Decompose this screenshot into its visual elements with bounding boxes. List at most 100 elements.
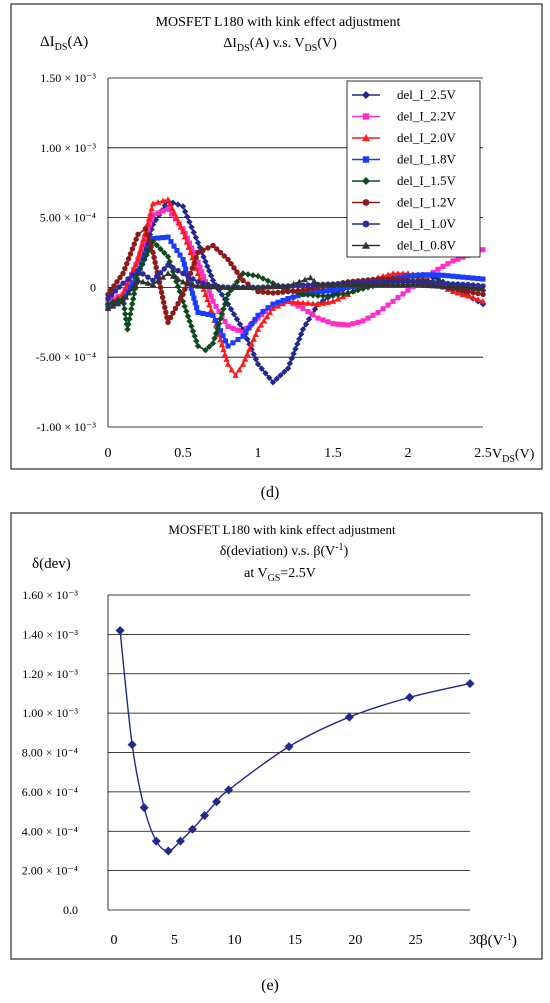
chart-d-point — [240, 329, 246, 335]
chart-d-point — [460, 274, 466, 280]
chart-d-point — [434, 282, 442, 289]
chart-d-point — [194, 282, 202, 289]
chart-d-point — [370, 312, 376, 318]
chart-d-point — [154, 277, 162, 284]
chart-d-point — [410, 273, 416, 279]
chart-d-point — [168, 239, 174, 245]
chart-e-caption: (e) — [261, 977, 279, 994]
chart-d-xtick-label: 1.5 — [324, 446, 342, 461]
chart-d-point — [400, 291, 406, 297]
chart-d-ytick-label: 1.00 × 10⁻³ — [40, 141, 96, 155]
chart-d-point — [159, 197, 167, 204]
chart-d-point — [409, 281, 417, 288]
chart-d-point — [172, 305, 179, 312]
chart-d-point — [140, 235, 147, 242]
chart-d-point — [183, 308, 190, 315]
chart-d-point — [191, 260, 197, 266]
chart-d-point — [131, 241, 137, 247]
chart-d-point — [211, 335, 218, 342]
chart-d-point — [167, 314, 174, 321]
chart-d-point — [134, 270, 142, 277]
chart-d-point — [131, 281, 139, 288]
chart-d-point — [257, 321, 265, 328]
chart-d-point — [260, 317, 268, 324]
chart-d-point — [152, 259, 158, 266]
chart-d-series-7 — [104, 270, 487, 311]
chart-d-point — [319, 292, 327, 299]
chart-d-point — [121, 305, 128, 313]
chart-d-point — [109, 292, 115, 298]
chart-d-point — [246, 346, 253, 352]
chart-d-point — [206, 301, 213, 308]
chart-d-point — [162, 304, 168, 311]
chart-d-point — [474, 285, 482, 291]
chart-d-point — [108, 287, 114, 293]
chart-d-point — [189, 265, 196, 271]
chart-d-point — [415, 272, 421, 278]
chart-d-point — [305, 286, 311, 292]
chart-d-point — [350, 321, 356, 327]
chart-d-point — [234, 269, 240, 275]
chart-d-point — [148, 243, 154, 250]
chart-d-point — [148, 226, 155, 233]
chart-d-point — [365, 315, 371, 321]
chart-d-point — [180, 256, 186, 263]
chart-d-point — [170, 310, 176, 316]
chart-d-point — [240, 333, 246, 339]
chart-d-point — [205, 245, 211, 251]
chart-d-point — [127, 251, 134, 257]
chart-d-point — [209, 277, 217, 284]
chart-d-point — [234, 284, 242, 290]
chart-d-point — [186, 318, 193, 325]
chart-d-point — [165, 262, 171, 268]
chart-d-point — [202, 279, 209, 285]
chart-d-point — [479, 298, 487, 304]
chart-d-point — [134, 277, 142, 283]
chart-d-point — [122, 265, 128, 272]
chart-e-point — [115, 625, 125, 635]
chart-d-point — [390, 298, 396, 304]
chart-d-point — [260, 289, 266, 295]
chart-d-point — [419, 282, 427, 288]
chart-d-point — [169, 211, 175, 217]
chart-d-point — [124, 260, 130, 267]
chart-d-point — [295, 303, 301, 309]
chart-d-point — [109, 299, 117, 306]
chart-d-point — [314, 281, 322, 288]
chart-e-series-0 — [115, 625, 475, 856]
chart-d-point — [414, 281, 422, 288]
chart-d-point — [270, 290, 276, 296]
chart-d-point — [192, 300, 198, 306]
chart-d-point — [320, 288, 326, 294]
chart-d-point — [174, 201, 182, 208]
chart-d-point — [144, 220, 151, 227]
chart-d-frame — [10, 3, 543, 470]
chart-d-point — [129, 246, 136, 252]
chart-d-point — [284, 282, 292, 289]
chart-d-point — [235, 336, 241, 343]
chart-d-point — [354, 281, 362, 288]
chart-d-point — [215, 286, 223, 294]
chart-d-point — [166, 200, 174, 207]
chart-d-point — [141, 256, 148, 263]
chart-d-point — [191, 250, 197, 256]
chart-d-legend-label: del_I_2.5V — [397, 87, 456, 102]
chart-d-point — [301, 276, 309, 283]
chart-d-point — [206, 289, 212, 295]
chart-d-point — [220, 333, 226, 339]
chart-d-xlabel: VDS(V) — [492, 447, 535, 465]
chart-d-point — [394, 281, 402, 288]
chart-d-point — [127, 284, 134, 290]
chart-d-point — [277, 372, 284, 379]
chart-d-point — [344, 289, 352, 297]
chart-d-point — [204, 296, 211, 303]
chart-d-point — [214, 325, 221, 332]
chart-d-point — [254, 284, 262, 290]
chart-e-ytick-label: 2.00 × 10⁻⁴ — [22, 864, 78, 878]
chart-d-point — [450, 258, 456, 264]
chart-d-point — [221, 300, 229, 308]
chart-d-point — [454, 289, 462, 296]
chart-d-point — [284, 365, 292, 372]
chart-d-point — [187, 249, 194, 256]
